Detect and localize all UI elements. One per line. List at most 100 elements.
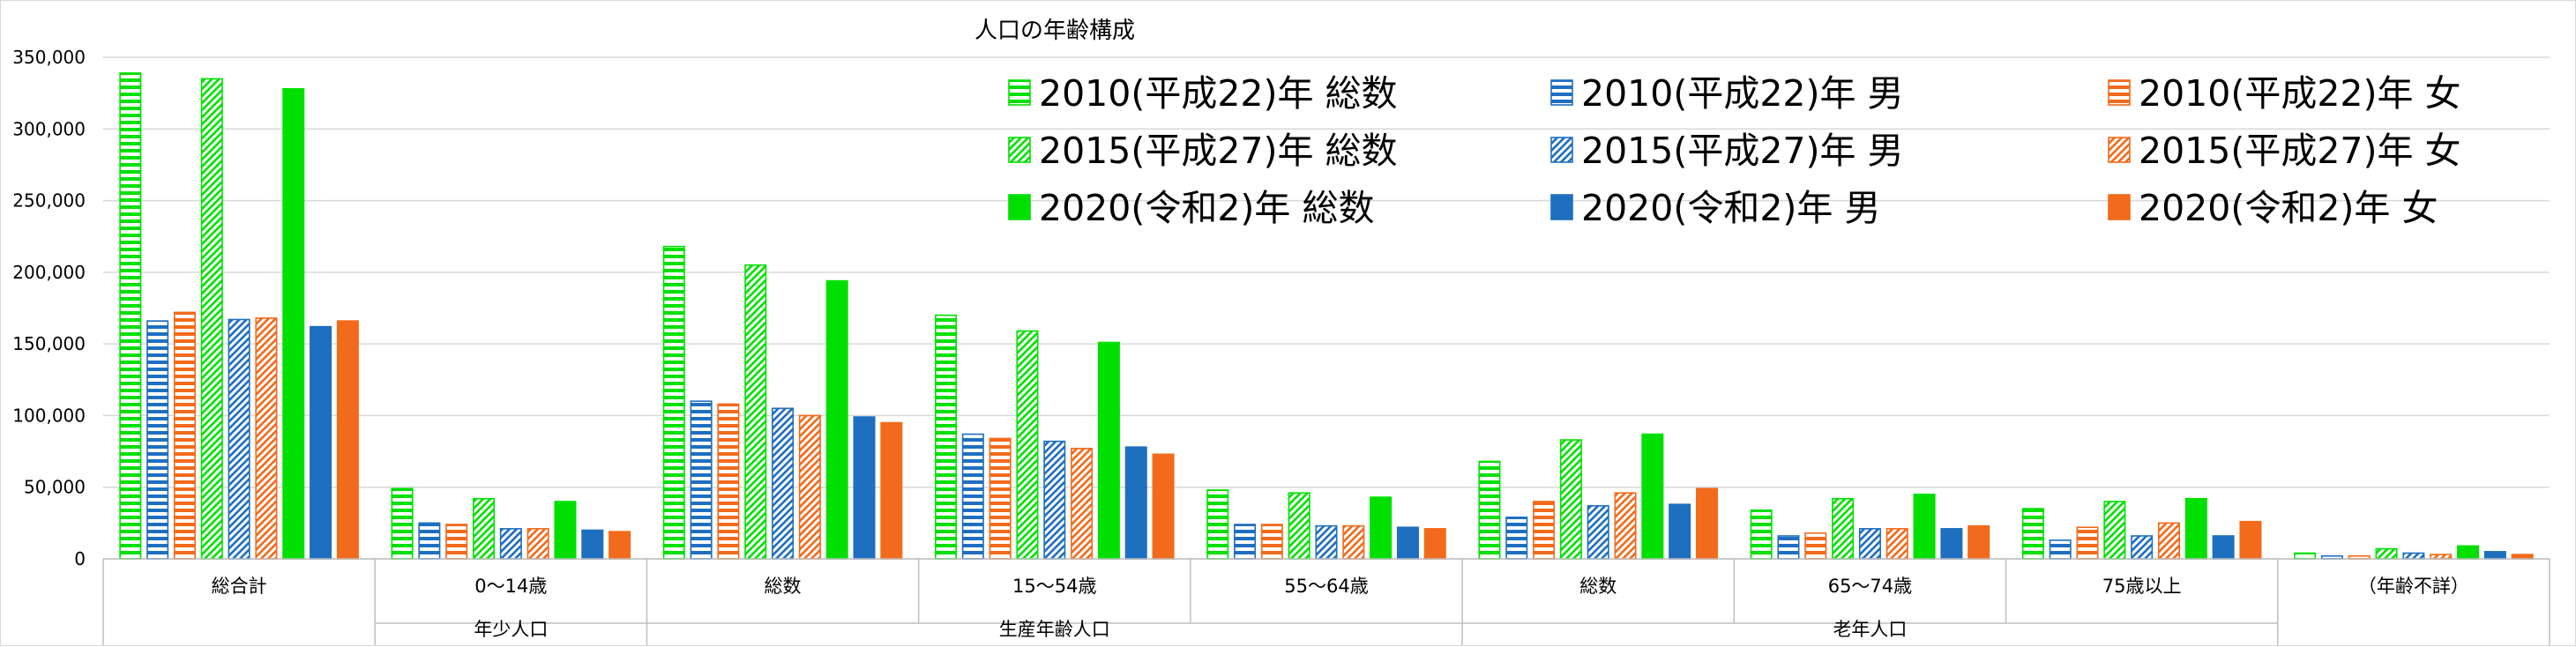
- bar: [2131, 535, 2154, 560]
- bar: [1396, 526, 1419, 560]
- bar: [1342, 524, 1365, 560]
- y-tick-label: 150,000: [12, 333, 86, 354]
- legend-item: 2015(平成27)年 男: [1550, 130, 1904, 172]
- bar: [1071, 448, 1094, 560]
- y-tick-label: 50,000: [24, 477, 86, 498]
- legend-label: 2010(平成22)年 総数: [1039, 72, 1398, 115]
- bar: [2049, 539, 2072, 560]
- legend-item: 2010(平成22)年 女: [2108, 72, 2461, 115]
- legend-item: 2010(平成22)年 総数: [1008, 72, 1398, 115]
- legend-swatch: [1550, 79, 1573, 106]
- bar: [119, 72, 142, 560]
- bar: [825, 279, 848, 560]
- category-label: 0～14歳: [474, 576, 547, 597]
- bar: [1641, 433, 1664, 560]
- bar: [1533, 501, 1556, 560]
- bar: [2157, 522, 2181, 560]
- legend-label: 2020(令和2)年 総数: [1039, 187, 1374, 229]
- category-label: 55～64歳: [1284, 576, 1368, 597]
- legend-item: 2020(令和2)年 女: [2108, 187, 2438, 229]
- bar: [391, 487, 414, 560]
- bar: [2212, 535, 2235, 560]
- bar: [2239, 520, 2262, 560]
- bar: [336, 320, 359, 560]
- legend-item: 2020(令和2)年 総数: [1008, 187, 1374, 229]
- y-axis-ticks: 0 50,000 100,000 150,000 200,000 250,000 300,0…: [12, 47, 86, 569]
- bar: [1315, 524, 1338, 560]
- bar: [798, 414, 821, 560]
- bar: [2294, 552, 2317, 560]
- group-label: 年少人口: [474, 619, 548, 640]
- bar: [1288, 492, 1310, 560]
- category-label: 15～54歳: [1012, 576, 1096, 597]
- y-tick-label: 0: [74, 548, 86, 569]
- bar: [445, 524, 468, 560]
- legend-label: 2010(平成22)年 男: [1581, 72, 1904, 115]
- category-label: 総数: [765, 576, 802, 597]
- bar: [526, 528, 549, 560]
- bar: [1669, 503, 1691, 560]
- legend-label: 2020(令和2)年 女: [2139, 187, 2438, 229]
- bar: [744, 264, 767, 560]
- legend-swatch: [2108, 137, 2131, 163]
- y-tick-label: 250,000: [12, 190, 86, 212]
- bar: [2375, 547, 2398, 560]
- legend-swatch: [2108, 79, 2131, 106]
- legend: 2010(平成22)年 総数 2010(平成22)年 男 2010(平成22)年 女…: [1008, 72, 2461, 229]
- bar: [1206, 489, 1229, 560]
- bar: [282, 87, 305, 560]
- bar: [1777, 535, 1800, 560]
- bar: [934, 314, 958, 560]
- bar: [1152, 453, 1175, 560]
- bar: [1124, 446, 1147, 560]
- bar: [772, 407, 795, 560]
- y-tick-label: 300,000: [12, 118, 86, 139]
- bar: [880, 421, 903, 560]
- bar: [717, 403, 740, 560]
- bar: [1858, 528, 1881, 560]
- bar: [228, 318, 250, 560]
- legend-swatch: [2108, 194, 2131, 220]
- group-label: 生産年齢人口: [999, 619, 1110, 640]
- category-label: 75歳以上: [2102, 576, 2182, 597]
- grid-lines: [103, 56, 2550, 560]
- legend-item: 2015(平成27)年 総数: [1008, 130, 1398, 172]
- bar: [2103, 501, 2126, 560]
- bar: [581, 529, 604, 560]
- chart-title: 人口の年齢構成: [974, 18, 1135, 44]
- legend-swatch: [1008, 137, 1031, 163]
- category-labels: 総合計 0～14歳 総数 15～54歳 55～64歳 総数 65～74歳 75歳以上 （年齢不詳…: [212, 576, 2469, 597]
- bar: [2184, 497, 2207, 560]
- legend-label: 2020(令和2)年 男: [1581, 187, 1880, 229]
- legend-swatch: [1550, 194, 1573, 220]
- bar: [1505, 517, 1528, 560]
- bar: [662, 245, 685, 560]
- bar: [2457, 545, 2480, 560]
- axis-table: [102, 558, 2550, 645]
- bar: [2483, 551, 2506, 560]
- group-labels: 年少人口 生産年齢人口 老年人口: [474, 619, 1907, 640]
- legend-label: 2010(平成22)年 女: [2139, 72, 2461, 115]
- bar: [1913, 494, 1936, 560]
- y-tick-label: 100,000: [12, 405, 86, 426]
- bar: [1832, 497, 1855, 560]
- bar: [2402, 552, 2425, 560]
- legend-label: 2015(平成27)年 女: [2139, 130, 2461, 172]
- bar: [961, 433, 984, 560]
- bar: [146, 320, 169, 560]
- bar: [173, 311, 196, 560]
- bar: [1804, 532, 1827, 560]
- y-tick-label: 200,000: [12, 262, 86, 283]
- legend-label: 2015(平成27)年 男: [1581, 130, 1904, 172]
- legend-swatch: [1550, 137, 1573, 163]
- bar: [1016, 330, 1039, 560]
- bar: [472, 497, 496, 560]
- bar: [2076, 526, 2099, 560]
- category-label: （年齢不詳）: [2358, 576, 2469, 597]
- bar: [853, 416, 876, 560]
- bar: [310, 325, 332, 560]
- category-label: 総数: [1579, 576, 1617, 597]
- bar: [2021, 508, 2044, 560]
- bar: [1614, 492, 1637, 560]
